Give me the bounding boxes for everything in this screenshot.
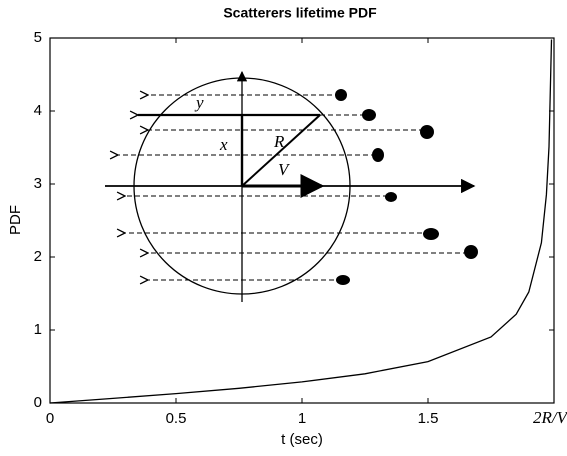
- y-tick-label: 2: [34, 248, 42, 265]
- annotation: V: [278, 160, 291, 179]
- x-tick-label: 2R/V: [533, 408, 567, 427]
- annotation: y: [194, 93, 204, 112]
- y-tick-label: 5: [34, 29, 42, 46]
- x-tick-label: 1.5: [418, 410, 439, 427]
- data-line: [49, 39, 553, 404]
- x-axis-label: t (sec): [281, 431, 323, 448]
- y-axis-label: PDF: [7, 205, 24, 235]
- y-tick-label: 4: [34, 102, 42, 119]
- annotation: x: [219, 135, 228, 154]
- plot-frame: [49, 37, 555, 404]
- x-tick-label: 0.5: [166, 410, 187, 427]
- y-tick-label: 1: [34, 321, 42, 338]
- inset-diagram: [105, 70, 478, 302]
- x-tick-label: 1: [298, 410, 306, 427]
- x-tick-label: 0: [46, 410, 54, 427]
- y-tick-label: 3: [34, 175, 42, 192]
- y-tick-label: 0: [34, 394, 42, 411]
- chart-title: Scatterers lifetime PDF: [223, 5, 377, 21]
- annotation: R: [273, 132, 285, 151]
